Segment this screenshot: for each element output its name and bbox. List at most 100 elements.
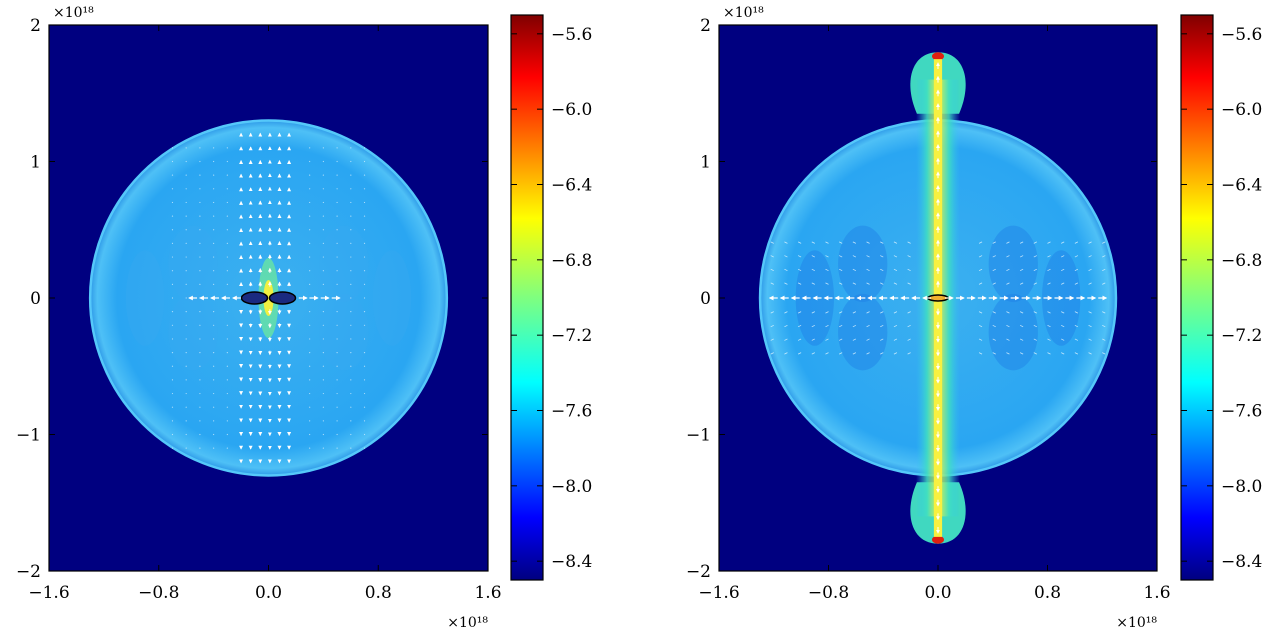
velocity-arrow <box>784 352 788 355</box>
velocity-arrow <box>1061 324 1065 328</box>
velocity-arrow <box>825 282 829 285</box>
x-multiplier: ×10¹⁸ <box>1116 615 1157 631</box>
velocity-arrow <box>1074 324 1079 328</box>
velocity-dot <box>350 311 352 313</box>
velocity-arrow <box>784 311 788 314</box>
velocity-arrow <box>1088 241 1092 244</box>
velocity-dot <box>226 447 228 449</box>
velocity-arrow <box>1019 241 1024 244</box>
velocity-arrow <box>907 338 911 341</box>
velocity-arrow <box>1102 255 1106 258</box>
velocity-arrow <box>893 268 898 272</box>
velocity-dot <box>350 270 352 272</box>
velocity-dot <box>350 229 352 231</box>
velocity-arrow <box>1102 282 1106 285</box>
velocity-dot <box>185 352 187 354</box>
velocity-arrow <box>978 311 983 314</box>
velocity-dot <box>226 215 228 217</box>
velocity-dot <box>336 338 338 340</box>
colorbar-tick-label: −6.8 <box>1221 251 1262 271</box>
velocity-dot <box>213 256 215 258</box>
velocity-dot <box>350 174 352 176</box>
velocity-dot <box>309 392 311 395</box>
velocity-arrow <box>880 241 884 244</box>
colorbar <box>510 14 544 581</box>
velocity-arrow <box>1019 324 1024 328</box>
velocity-dot <box>185 406 187 408</box>
velocity-arrow <box>770 241 774 244</box>
velocity-dot <box>363 174 366 176</box>
velocity-arrow <box>825 352 829 355</box>
center-lobe <box>268 291 297 305</box>
velocity-dot <box>226 392 228 395</box>
x-tick-label: −0.8 <box>138 583 179 603</box>
velocity-dot <box>336 365 338 367</box>
y-tick-label: 2 <box>700 16 711 36</box>
velocity-dot <box>171 433 174 436</box>
velocity-dot <box>350 215 352 217</box>
velocity-dot <box>199 174 201 176</box>
velocity-dot <box>213 297 215 299</box>
velocity-dot <box>336 420 338 422</box>
velocity-dot <box>363 297 366 299</box>
y-multiplier: ×10¹⁸ <box>723 5 764 21</box>
velocity-dot <box>185 160 187 163</box>
velocity-arrow <box>1088 282 1092 285</box>
velocity-dot <box>213 188 215 190</box>
velocity-dot <box>226 201 228 204</box>
velocity-arrow <box>797 255 802 258</box>
velocity-arrow <box>992 282 996 285</box>
velocity-arrow <box>907 282 911 285</box>
velocity-arrow <box>992 324 996 328</box>
jet-tip <box>932 52 944 61</box>
velocity-arrow <box>1047 324 1051 328</box>
velocity-arrow <box>992 268 996 272</box>
colorbar-tick-label: −6.4 <box>551 176 592 196</box>
velocity-dot <box>350 447 352 449</box>
velocity-arrow <box>1019 338 1024 341</box>
velocity-arrow <box>1074 311 1079 314</box>
velocity-dot <box>226 283 228 285</box>
x-tick-label: 0.8 <box>1034 583 1061 603</box>
shell-structure <box>838 293 888 371</box>
velocity-dot <box>322 406 324 408</box>
velocity-arrow <box>1006 268 1010 272</box>
velocity-arrow <box>880 352 884 355</box>
velocity-dot <box>363 338 366 340</box>
velocity-dot <box>199 392 201 395</box>
colorbar-tick-label: −7.2 <box>551 326 592 346</box>
velocity-dot <box>199 420 201 422</box>
velocity-dot <box>185 311 187 313</box>
velocity-dot <box>363 188 366 190</box>
velocity-dot <box>226 147 228 149</box>
velocity-dot <box>322 270 324 272</box>
velocity-arrow <box>866 241 870 244</box>
velocity-arrow <box>1088 324 1092 328</box>
velocity-arrow <box>1088 338 1092 341</box>
velocity-dot <box>350 379 352 381</box>
velocity-arrow <box>852 338 857 341</box>
velocity-arrow <box>893 352 898 355</box>
velocity-arrow <box>1006 241 1010 244</box>
colorbar-tick-label: −6.8 <box>551 251 592 271</box>
colorbar-tick-label: −6.0 <box>551 100 592 120</box>
velocity-dot <box>309 297 311 299</box>
velocity-dot <box>213 324 215 326</box>
velocity-arrow <box>1047 241 1051 244</box>
y-tick-label: −2 <box>686 562 711 582</box>
velocity-arrow <box>1047 282 1051 285</box>
velocity-arrow <box>1006 282 1010 285</box>
shell-structure <box>988 225 1038 303</box>
velocity-dot <box>322 174 324 176</box>
velocity-dot <box>336 283 338 285</box>
velocity-dot <box>363 229 366 231</box>
shell-structure <box>125 250 165 346</box>
velocity-dot <box>363 447 366 449</box>
velocity-arrow <box>907 311 911 314</box>
velocity-arrow <box>893 255 898 258</box>
velocity-arrow <box>770 352 774 355</box>
velocity-dot <box>199 352 201 354</box>
velocity-arrow <box>784 338 788 341</box>
heatmap-area <box>88 119 449 477</box>
velocity-dot <box>336 406 338 408</box>
